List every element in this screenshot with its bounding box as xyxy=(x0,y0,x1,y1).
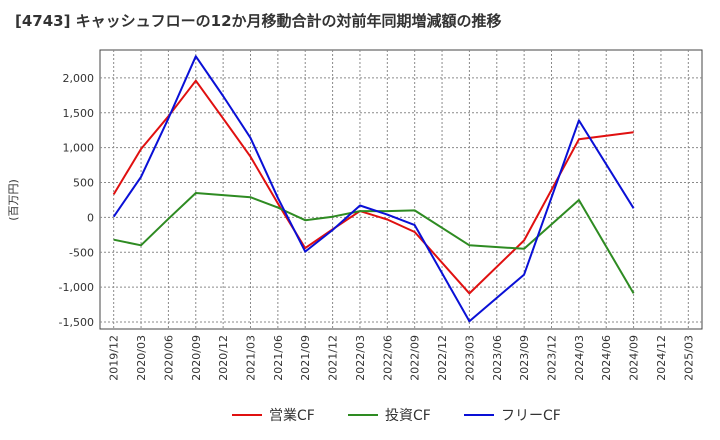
y-tick-label: 1,500 xyxy=(63,107,95,120)
x-tick-label: 2021/12 xyxy=(327,335,340,381)
x-tick-label: 2024/06 xyxy=(600,335,613,381)
chart-title: [4743] キャッシュフローの12か月移動合計の対前年同期増減額の推移 xyxy=(15,12,502,30)
x-tick-label: 2025/03 xyxy=(682,335,695,381)
x-tick-label: 2022/12 xyxy=(436,335,449,381)
legend-label-2: 投資CF xyxy=(385,408,431,424)
x-tick-label: 2023/12 xyxy=(546,335,559,381)
legend: 営業CF 投資CF フリーCF xyxy=(232,408,561,424)
y-axis-ticks: 2,000 1,500 1,000 500 0 -500 -1,000 -1,500 xyxy=(59,72,94,329)
plot-area xyxy=(99,49,703,330)
x-tick-label: 2023/09 xyxy=(518,335,531,381)
y-tick-label: -1,000 xyxy=(59,281,94,294)
x-tick-label: 2022/06 xyxy=(381,335,394,381)
legend-label-3: フリーCF xyxy=(501,408,561,424)
x-tick-label: 2023/03 xyxy=(463,335,476,381)
y-tick-label: -500 xyxy=(69,246,94,259)
y-tick-label: 500 xyxy=(73,177,94,190)
grid-lines xyxy=(100,50,702,329)
x-tick-label: 2022/03 xyxy=(354,335,367,381)
x-tick-label: 2020/09 xyxy=(190,335,203,381)
x-tick-label: 2022/09 xyxy=(409,335,422,381)
x-axis-ticks: 2019/12 2020/03 2020/06 2020/09 2020/12 2021/… xyxy=(108,335,696,381)
series-lines xyxy=(112,55,635,323)
x-tick-label: 2019/12 xyxy=(108,335,121,381)
x-tick-label: 2024/03 xyxy=(573,335,586,381)
y-tick-label: 0 xyxy=(87,211,94,224)
x-tick-label: 2020/03 xyxy=(135,335,148,381)
x-tick-label: 2024/12 xyxy=(655,335,668,381)
x-tick-label: 2021/09 xyxy=(299,335,312,381)
x-tick-label: 2020/12 xyxy=(217,335,230,381)
series-line-1 xyxy=(112,79,634,295)
x-tick-label: 2024/09 xyxy=(628,335,641,381)
series-line-3 xyxy=(112,55,635,323)
series-line-2 xyxy=(113,192,635,294)
y-axis-label: (百万円) xyxy=(7,179,20,221)
y-tick-label: 1,000 xyxy=(63,142,95,155)
x-tick-label: 2021/03 xyxy=(245,335,258,381)
y-tick-label: -1,500 xyxy=(59,316,94,329)
x-tick-label: 2023/06 xyxy=(491,335,504,381)
y-tick-label: 2,000 xyxy=(63,72,95,85)
x-tick-label: 2021/06 xyxy=(272,335,285,381)
x-tick-label: 2020/06 xyxy=(162,335,175,381)
legend-label-1: 営業CF xyxy=(269,408,315,424)
